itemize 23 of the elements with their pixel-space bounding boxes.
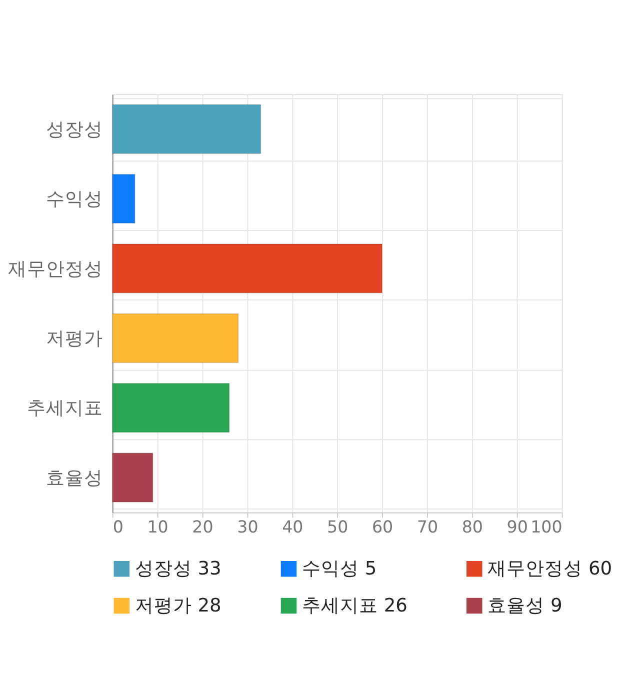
y-tick-label: 추세지표 <box>27 398 104 420</box>
y-tick-label: 효율성 <box>46 468 104 489</box>
x-tick-label: 100 <box>530 517 562 536</box>
legend-label: 성장성 33 <box>134 558 222 580</box>
legend-label: 재무안정성 60 <box>488 558 612 580</box>
x-tick-label: 40 <box>282 517 304 536</box>
y-tick-label: 성장성 <box>46 119 104 140</box>
x-tick-label: 30 <box>237 517 258 536</box>
y-tick-label: 저평가 <box>46 328 104 350</box>
x-tick-label: 80 <box>462 517 483 536</box>
y-tick-label: 재무안정성 <box>8 258 104 280</box>
legend-label: 효율성 9 <box>488 596 562 617</box>
legend-label: 저평가 28 <box>134 596 222 617</box>
x-tick-label: 0 <box>112 517 124 536</box>
x-tick-label: 20 <box>192 517 214 536</box>
x-tick-label: 60 <box>372 517 394 536</box>
x-tick-label: 70 <box>416 517 438 536</box>
y-tick-label: 수익성 <box>46 189 104 210</box>
x-tick-label: 10 <box>147 517 168 536</box>
x-tick-label: 50 <box>327 517 348 536</box>
legend-label: 추세지표 26 <box>302 596 408 617</box>
x-tick-label: 90 <box>506 517 528 536</box>
legend-label: 수익성 5 <box>302 558 377 580</box>
